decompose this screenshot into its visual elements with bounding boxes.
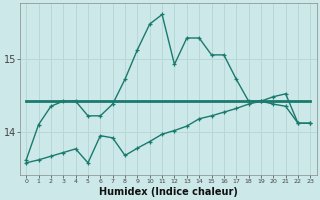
X-axis label: Humidex (Indice chaleur): Humidex (Indice chaleur) [99, 187, 238, 197]
